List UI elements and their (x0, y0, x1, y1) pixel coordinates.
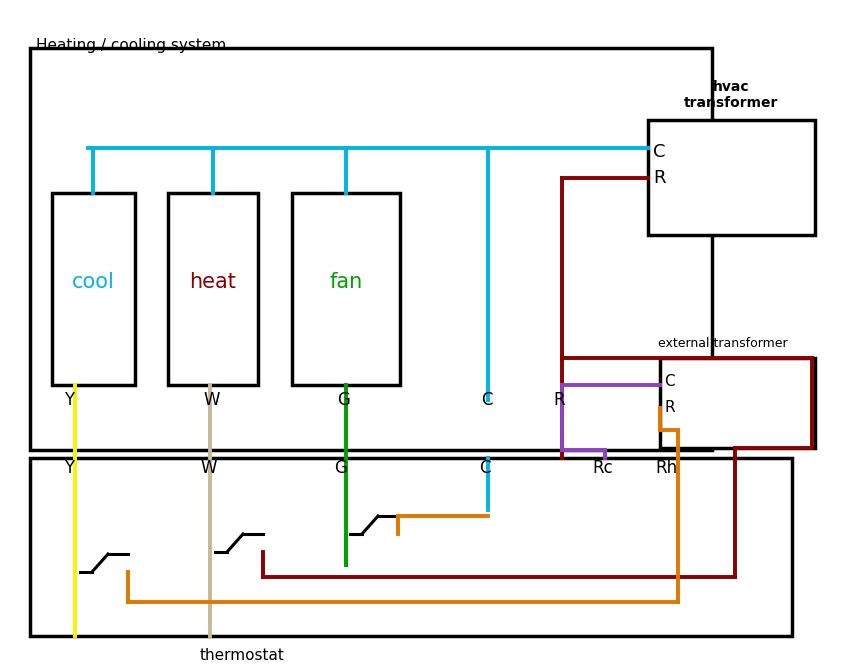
Text: heat: heat (189, 272, 237, 292)
Bar (168, 193, 258, 385)
Text: Rc: Rc (592, 459, 613, 477)
Text: W: W (200, 459, 216, 477)
Bar (648, 120, 815, 235)
Text: G: G (337, 391, 350, 409)
Text: G: G (334, 459, 347, 477)
Text: Rh: Rh (655, 459, 677, 477)
Text: C: C (479, 459, 491, 477)
Text: hvac
transformer: hvac transformer (684, 80, 778, 110)
Bar (30, 48, 712, 450)
Text: W: W (203, 391, 220, 409)
Bar (30, 458, 792, 636)
Bar (292, 193, 400, 385)
Text: C: C (664, 374, 674, 390)
Text: R: R (553, 391, 565, 409)
Text: external transformer: external transformer (658, 337, 788, 350)
Text: fan: fan (329, 272, 363, 292)
Text: Y: Y (64, 391, 74, 409)
Text: Y: Y (64, 459, 74, 477)
Text: cool: cool (72, 272, 115, 292)
Text: thermostat: thermostat (200, 648, 285, 663)
Text: C: C (653, 143, 665, 161)
Text: C: C (481, 391, 493, 409)
Text: Heating / cooling system: Heating / cooling system (36, 38, 226, 53)
Bar (660, 358, 815, 448)
Text: R: R (653, 169, 665, 187)
Bar (52, 193, 135, 385)
Text: R: R (664, 400, 674, 416)
